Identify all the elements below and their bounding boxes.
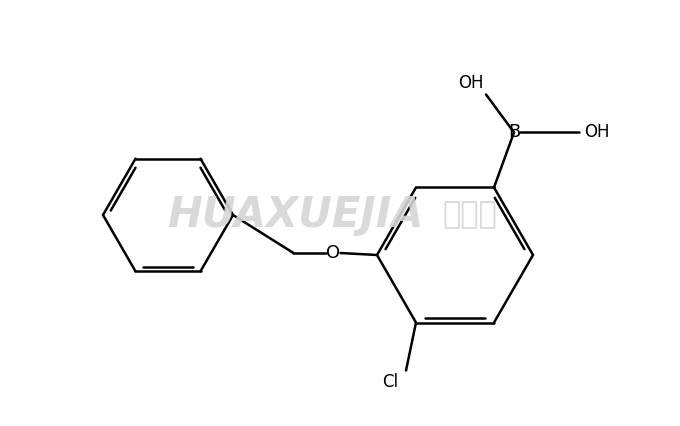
- Text: O: O: [326, 244, 341, 262]
- Text: HUAXUEJIA: HUAXUEJIA: [167, 194, 423, 236]
- Text: Cl: Cl: [382, 373, 398, 391]
- Text: OH: OH: [458, 75, 484, 92]
- Text: 化学加: 化学加: [443, 201, 497, 230]
- Text: OH: OH: [584, 124, 609, 141]
- Text: B: B: [508, 124, 520, 141]
